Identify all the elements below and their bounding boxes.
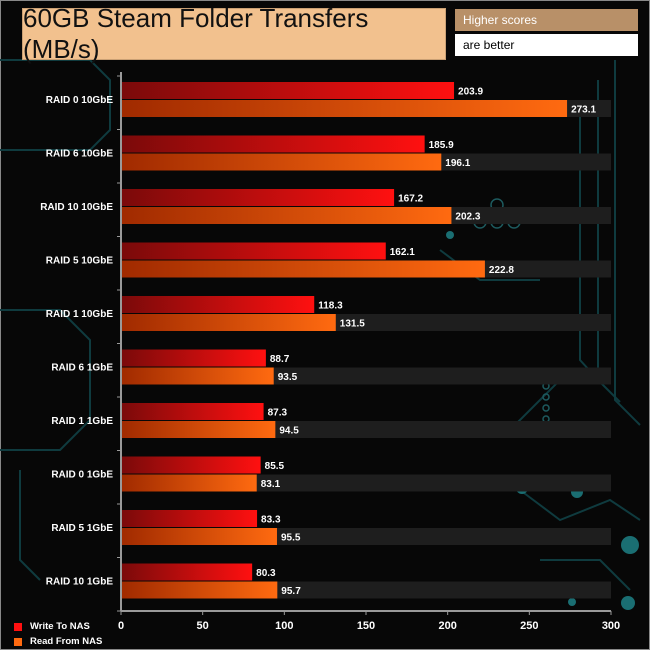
bar-write [121, 563, 253, 581]
bar-read [121, 100, 568, 117]
category-label: RAID 6 1GbE [51, 363, 113, 374]
legend-item-write: Write To NAS [14, 619, 102, 634]
are-better-note: are better [455, 34, 638, 56]
data-label: 93.5 [278, 372, 298, 383]
bar-read [121, 207, 452, 224]
bar-write [121, 456, 261, 474]
data-label: 88.7 [270, 354, 290, 365]
data-label: 83.3 [261, 515, 281, 526]
legend-swatch-read [14, 637, 22, 646]
data-label: 95.7 [281, 586, 301, 597]
data-label: 167.2 [398, 194, 423, 205]
bar-read [121, 474, 257, 492]
bar-read [121, 260, 485, 278]
category-label: RAID 1 1GbE [51, 416, 113, 427]
data-label: 222.8 [489, 265, 514, 276]
data-label: 85.5 [265, 461, 285, 472]
bar-write [121, 242, 386, 260]
bar-write [121, 349, 266, 367]
bar-write [121, 510, 258, 527]
bar-write [121, 296, 315, 313]
category-label: RAID 5 1GbE [51, 523, 113, 534]
legend-label-read: Read From NAS [30, 636, 103, 647]
higher-scores-note: Higher scores [455, 9, 638, 31]
bar-read [121, 581, 278, 599]
category-label: RAID 6 10GbE [46, 149, 114, 160]
legend-label-write: Write To NAS [30, 621, 90, 632]
data-label: 80.3 [256, 568, 276, 579]
x-tick-label: 150 [357, 620, 375, 632]
bar-write [121, 82, 455, 99]
data-label: 118.3 [318, 301, 343, 312]
legend-swatch-write [14, 622, 22, 631]
category-label: RAID 0 1GbE [51, 470, 113, 481]
category-label: RAID 1 10GbE [46, 309, 114, 320]
data-label: 83.1 [261, 479, 281, 490]
data-label: 203.9 [458, 87, 483, 98]
data-label: 185.9 [429, 140, 454, 151]
x-tick-label: 0 [118, 620, 124, 632]
data-label: 273.1 [571, 105, 596, 116]
category-label: RAID 10 10GbE [40, 202, 113, 213]
bar-read [121, 421, 276, 438]
bar-read [121, 367, 274, 385]
legend: Write To NAS Read From NAS [14, 619, 102, 649]
legend-item-read: Read From NAS [14, 634, 102, 649]
data-label: 95.5 [281, 533, 301, 544]
chart-title: 60GB Steam Folder Transfers (MB/s) [22, 3, 446, 64]
data-label: 131.5 [340, 319, 365, 330]
category-label: RAID 10 1GbE [46, 577, 114, 588]
data-label: 196.1 [445, 158, 470, 169]
bar-write [121, 403, 264, 420]
x-tick-label: 100 [275, 620, 293, 632]
x-tick-label: 200 [438, 620, 456, 632]
data-label: 94.5 [279, 426, 299, 437]
data-label: 202.3 [455, 212, 480, 223]
data-label: 87.3 [268, 408, 288, 419]
bar-read [121, 528, 277, 545]
category-label: RAID 5 10GbE [46, 256, 114, 267]
x-tick-label: 50 [197, 620, 209, 632]
data-label: 162.1 [390, 247, 415, 258]
bar-write [121, 189, 395, 206]
bar-read [121, 314, 336, 331]
bar-write [121, 135, 425, 153]
x-tick-label: 300 [602, 620, 620, 632]
bar-read [121, 153, 442, 171]
category-label: RAID 0 10GbE [46, 95, 114, 106]
x-tick-label: 250 [520, 620, 538, 632]
